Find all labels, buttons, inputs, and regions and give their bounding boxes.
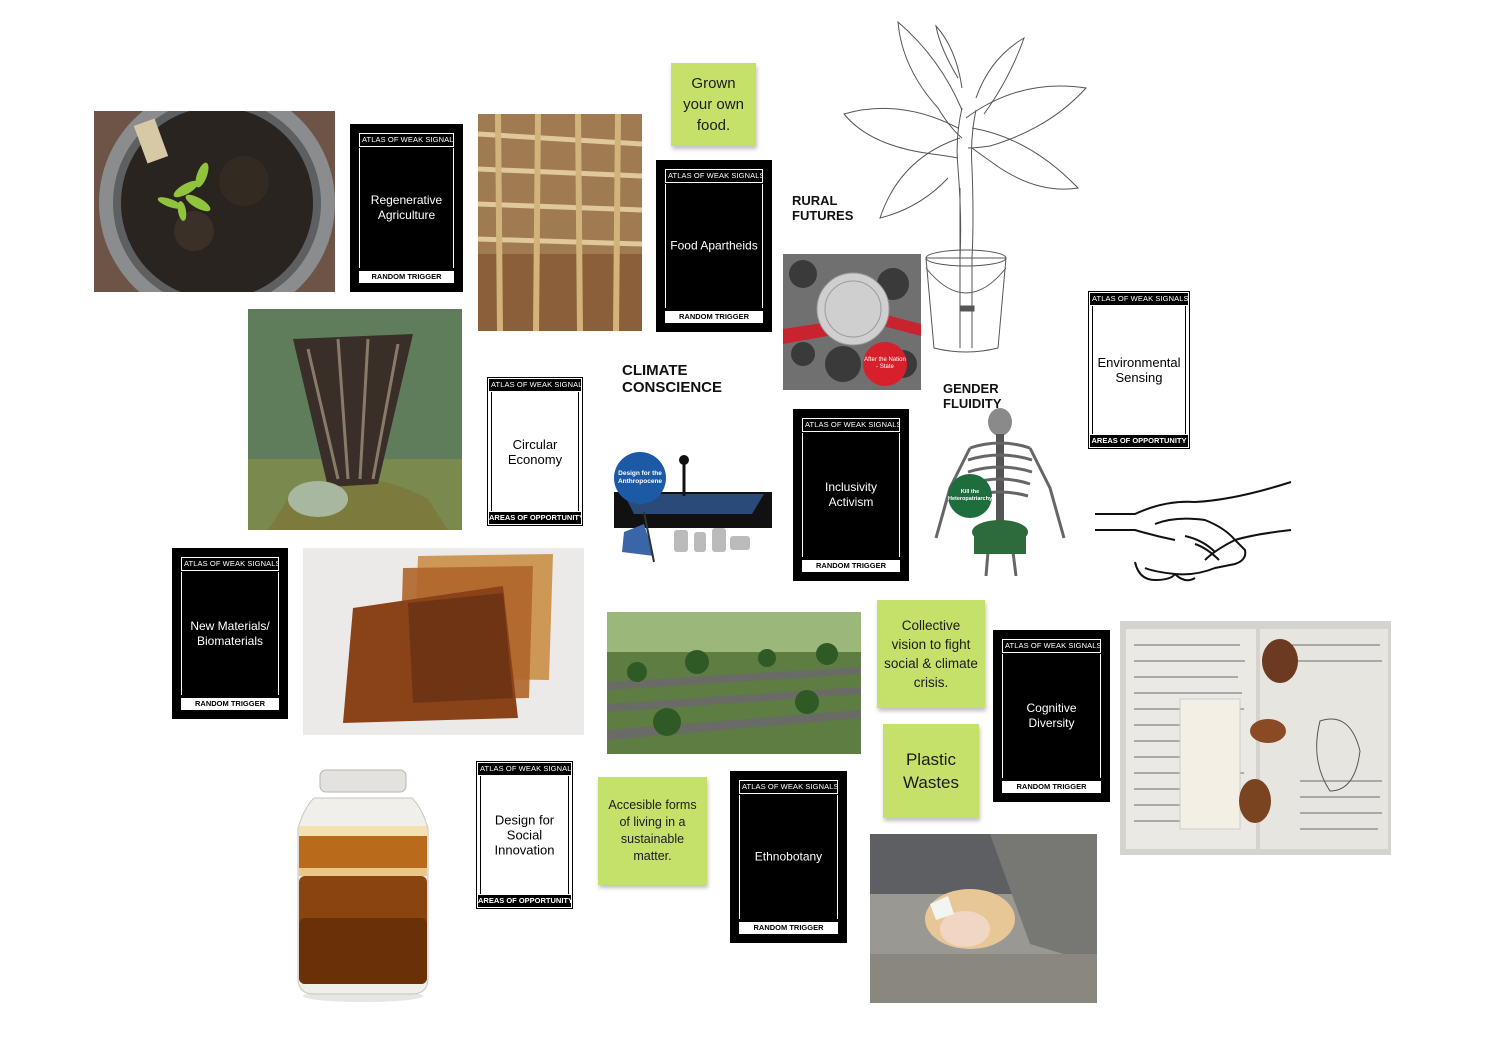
heteropatriarchy-badge: Kill the Heteropatriarchy — [948, 474, 992, 518]
card-title: Circular Economy — [507, 436, 563, 467]
community-garden-photo — [607, 612, 861, 754]
climate-conscience-heading: CLIMATE CONSCIENCE — [622, 362, 723, 396]
card-header: ATLAS OF WEAK SIGNALS — [802, 418, 900, 432]
card-title: Design for Social Innovation — [494, 812, 555, 858]
card-header: ATLAS OF WEAK SIGNALS — [181, 557, 279, 571]
notebook-mushrooms-photo — [1120, 621, 1391, 855]
biomaterial-sheets-photo — [303, 548, 584, 735]
card-title: Environmental Sensing — [1097, 355, 1181, 385]
card-environmental-sensing[interactable]: ATLAS OF WEAK SIGNALS Environmental Sens… — [1088, 291, 1190, 449]
card-footer: AREAS OF OPPORTUNITY — [489, 512, 581, 524]
anthropocene-badge: Design for the Anthropocene — [614, 452, 666, 504]
nation-state-badge: After the Nation - State — [863, 342, 907, 386]
sticky-grown-your-own-food[interactable]: Grown your own food. — [671, 63, 756, 146]
doll-plastic-waste-photo — [870, 834, 1097, 1003]
sticky-plastic-wastes[interactable]: Plastic Wastes — [883, 724, 979, 818]
card-footer: RANDOM TRIGGER — [1002, 781, 1101, 793]
card-footer: RANDOM TRIGGER — [181, 698, 279, 710]
card-inclusivity-activism[interactable]: ATLAS OF WEAK SIGNALS Inclusivity Activi… — [793, 409, 909, 581]
wooden-earth-wall-photo — [478, 114, 642, 331]
card-title: Inclusivity Activism — [824, 480, 877, 509]
gender-fluidity-collage: Kill the Heteropatriarchy — [930, 408, 1070, 577]
card-title: Regenerative Agriculture — [370, 193, 443, 222]
kombucha-jar-photo — [294, 768, 432, 1003]
card-title: New Materials/ Biomaterials — [190, 618, 270, 648]
seedling-pot-photo — [94, 111, 335, 292]
handshake-drawing — [1095, 480, 1293, 588]
card-title: Food Apartheids — [670, 238, 758, 253]
card-footer: RANDOM TRIGGER — [665, 311, 763, 323]
card-regenerative-agriculture[interactable]: ATLAS OF WEAK SIGNALS Regenerative Agric… — [350, 124, 463, 292]
card-footer: RANDOM TRIGGER — [802, 560, 900, 572]
card-header: ATLAS OF WEAK SIGNALS — [489, 379, 581, 391]
card-header: ATLAS OF WEAK SIGNALS — [739, 780, 838, 794]
card-title: Cognitive Diversity — [1026, 701, 1077, 730]
card-circular-economy[interactable]: ATLAS OF WEAK SIGNALS Circular Economy A… — [487, 377, 583, 526]
card-food-apartheids[interactable]: ATLAS OF WEAK SIGNALS Food Apartheids RA… — [656, 160, 772, 332]
card-design-social-innovation[interactable]: ATLAS OF WEAK SIGNALS Design for Social … — [476, 761, 573, 909]
gender-fluidity-heading: GENDER FLUIDITY — [943, 381, 1002, 411]
masked-figure-photo — [248, 309, 462, 530]
climate-conscience-collage: Design for the Anthropocene — [614, 452, 772, 570]
card-header: ATLAS OF WEAK SIGNALS — [359, 133, 454, 147]
card-ethnobotany[interactable]: ATLAS OF WEAK SIGNALS Ethnobotany RANDOM… — [730, 771, 847, 943]
banana-plant-drawing — [840, 18, 1090, 356]
card-new-materials[interactable]: ATLAS OF WEAK SIGNALS New Materials/ Bio… — [172, 548, 288, 719]
card-title: Ethnobotany — [754, 849, 823, 864]
rural-futures-heading: RURAL FUTURES — [792, 193, 854, 223]
card-footer: AREAS OF OPPORTUNITY — [1090, 435, 1188, 447]
sticky-accesible-forms[interactable]: Accesible forms of living in a sustainab… — [598, 777, 707, 885]
rural-futures-collage: After the Nation - State — [783, 254, 921, 390]
card-header: ATLAS OF WEAK SIGNALS — [478, 763, 571, 775]
card-header: ATLAS OF WEAK SIGNALS — [665, 169, 763, 183]
card-cognitive-diversity[interactable]: ATLAS OF WEAK SIGNALS Cognitive Diversit… — [993, 630, 1110, 802]
card-footer: AREAS OF OPPORTUNITY — [478, 895, 571, 907]
card-header: ATLAS OF WEAK SIGNALS — [1090, 293, 1188, 305]
card-header: ATLAS OF WEAK SIGNALS — [1002, 639, 1101, 653]
card-footer: RANDOM TRIGGER — [739, 922, 838, 934]
card-footer: RANDOM TRIGGER — [359, 271, 454, 283]
sticky-collective-vision[interactable]: Collective vision to fight social & clim… — [877, 600, 985, 708]
